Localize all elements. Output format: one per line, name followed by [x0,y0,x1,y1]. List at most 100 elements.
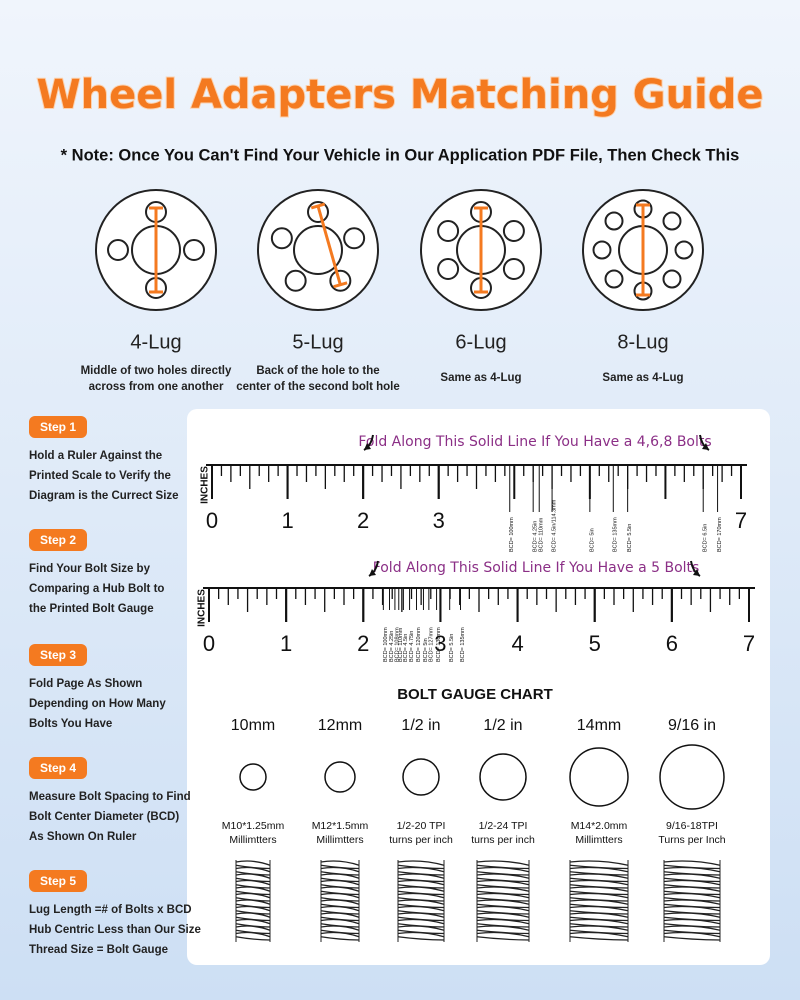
step-text: Thread Size = Bolt Gauge [29,944,168,956]
step-badge [29,416,87,438]
bolt-hole [674,240,694,260]
lug-description: across from one another [89,381,224,393]
bcd-label: BCD= 120mm [416,627,422,662]
bolt-unit: Millimtters [575,834,622,846]
step: Step 3 Fold Page As Shown Depending on How… [29,644,166,730]
bolt-thread-drawing [235,860,271,941]
lug-diagram: 4-Lug Middle of two holes directly across … [81,189,232,393]
bolt-gauge: BOLT GAUGE CHART 10mm M10*1.25mm Millimtter… [222,686,726,942]
step-text: Diagram is the Currect Size [29,490,179,502]
tick-label: 7 [743,631,755,656]
bolt-unit: turns per inch [471,834,535,846]
hub-center [293,225,343,275]
bolt-thread-drawing [320,860,360,941]
bolt-circle [402,758,440,796]
measure-cap [310,202,326,210]
step-text: Hold a Ruler Against the [29,450,162,462]
bcd-label: BCD= 4.25in [389,631,395,662]
tick-label: 2 [357,508,369,533]
bolt-thread-drawing [569,860,629,941]
bcd-label: BCD= 5in [423,638,429,662]
bolt-hole [502,258,525,280]
bolt-circle [324,761,356,793]
bolt-hole [604,269,624,289]
bolt: 1/2 in 1/2-20 TPI turns per inch [389,717,453,942]
bolt-thread: M12*1.5mm [312,820,369,832]
ruler: Fold Along This Solid Line If You Have a… [200,434,747,552]
lug-description: Same as 4-Lug [602,372,683,384]
bolt-unit: Millimtters [229,834,276,846]
bolt: 14mm M14*2.0mm Millimtters [569,717,629,942]
tick-label: 1 [280,631,292,656]
step-badge [29,644,87,666]
step: Step 4 Measure Bolt Spacing to Find Bolt C… [29,757,191,843]
lug-diagrams: 4-Lug Middle of two holes directly across … [81,189,704,393]
tick-label: 0 [203,631,215,656]
bolt-size: 10mm [231,717,275,734]
bolt-hole [343,227,366,250]
bolt-thread-drawing [476,860,530,941]
lug-name: 6-Lug [455,331,506,353]
lug-description: center of the second bolt hole [236,381,400,393]
bolt-thread-drawing [663,860,721,941]
bolt-thread: 1/2-24 TPI [479,820,528,832]
step-label: Step 3 [40,648,76,662]
step-text: Lug Length =# of Bolts x BCD [29,904,192,916]
bolt-size: 12mm [318,717,362,734]
step-badge [29,757,87,779]
lug-name: 5-Lug [292,331,343,353]
step-text: As Shown On Ruler [29,831,137,843]
bcd-label: BCD= 108mm [394,627,400,662]
tick-label: 4 [511,631,523,656]
lug-name: 4-Lug [130,331,181,353]
step-text: Bolts You Have [29,718,112,730]
bcd-label: BCD= 110mm [539,517,545,552]
tick-label: 5 [589,631,601,656]
bcd-label: BCD= 4.5in [403,634,409,662]
bcd-label: BCD= 5in [589,528,595,552]
bcd-label: BCD= 110mm [398,627,404,662]
bolt-circle [569,747,629,807]
bolt-hole [662,211,682,231]
tick-label: 3 [433,508,445,533]
lug-description: Middle of two holes directly [81,365,232,377]
title: Wheel Adapters Matching Guide [36,72,763,118]
bolt-thread-drawing [397,860,445,941]
step-text: Printed Scale to Verify the [29,470,171,482]
lug-diagram: 5-Lug Back of the hole to the center of th… [236,189,400,393]
bolt-size: 14mm [577,717,621,734]
bcd-label: BCD= 135mm [460,627,466,662]
bolt: 1/2 in 1/2-24 TPI turns per inch [471,717,535,942]
step: Step 2 Find Your Bolt Size by Comparing a … [29,529,164,615]
bolt-unit: turns per inch [389,834,453,846]
step-text: the Printed Bolt Gauge [29,603,154,615]
ruler: Fold Along This Solid Line If You Have a… [197,560,755,662]
step-text: Bolt Center Diameter (BCD) [29,811,179,823]
ruler-panel [187,409,770,965]
bolt-hole [592,240,612,260]
rulers: Fold Along This Solid Line If You Have a… [197,434,755,662]
step-text: Comparing a Hub Bolt to [29,583,164,595]
step-badge [29,870,87,892]
bolt-hole [437,220,460,242]
bolt-hole [437,258,460,280]
bcd-label: BCD= 100mm [383,627,389,662]
bcd-label: BCD= 4.25in [533,521,539,552]
step-text: Fold Page As Shown [29,678,142,690]
bolt-thread: 1/2-20 TPI [397,820,446,832]
lug-name: 8-Lug [617,331,668,353]
bolt-circle [479,753,527,801]
bolt-unit: Turns per Inch [658,834,725,846]
bcd-label: BCD= 100mm [509,517,515,552]
bolt-hole [604,211,624,231]
bolt-circle [659,744,725,810]
bolt-thread: 9/16-18TPI [666,820,718,832]
bolt: 9/16 in 9/16-18TPI Turns per Inch [658,717,726,942]
lug-description: Same as 4-Lug [440,372,521,384]
step: Step 1 Hold a Ruler Against the Printed Sc… [29,416,179,502]
bcd-label: BCD= 5.5in [449,634,455,662]
bcd-label: BCD= 135mm [613,517,619,552]
step-label: Step 1 [40,420,76,434]
